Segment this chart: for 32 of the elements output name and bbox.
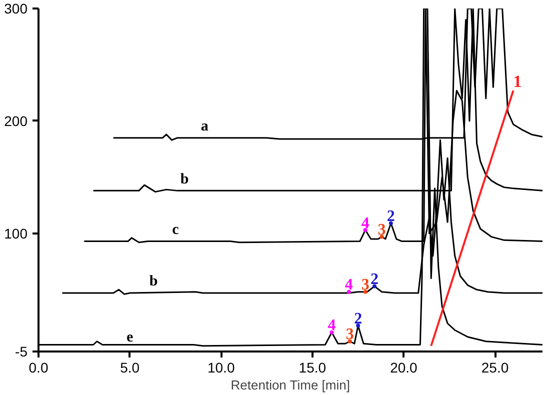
y-tick-label: 200 <box>4 112 28 129</box>
point <box>356 324 360 328</box>
series-label: b <box>180 171 189 188</box>
y-tick-label: -5 <box>15 344 28 360</box>
series-label: 4 <box>361 214 370 232</box>
y-tick-label: 100 <box>4 225 28 242</box>
x-tick-label: 20.0 <box>390 360 418 376</box>
point <box>363 228 368 232</box>
x-tick-label: 10.0 <box>207 360 235 376</box>
y-tick-label: 300 <box>4 0 28 16</box>
series-label: 3 <box>346 326 354 344</box>
annotation: 1 <box>513 72 522 92</box>
series-label: c <box>172 222 180 238</box>
text: 4 <box>328 317 336 334</box>
series-label: 2 <box>370 271 378 288</box>
point <box>346 290 351 294</box>
x-tick-label: 25.0 <box>481 360 509 376</box>
text: 3 <box>378 222 386 239</box>
point <box>372 284 376 288</box>
x-tick-label: 5.0 <box>120 360 140 376</box>
x-axis-title: Retention Time [min] <box>230 378 350 392</box>
text: 3 <box>361 276 370 294</box>
point <box>388 221 393 226</box>
series-label: e <box>126 329 134 346</box>
text: 4 <box>344 276 353 294</box>
point <box>330 330 334 334</box>
x-tick-label: 15.0 <box>298 360 326 376</box>
text: 2 <box>354 310 362 328</box>
series-label: a <box>200 118 209 134</box>
text: 2 <box>386 208 395 226</box>
x-tick-label: 0.0 <box>28 360 48 376</box>
series-label: b <box>149 274 158 290</box>
